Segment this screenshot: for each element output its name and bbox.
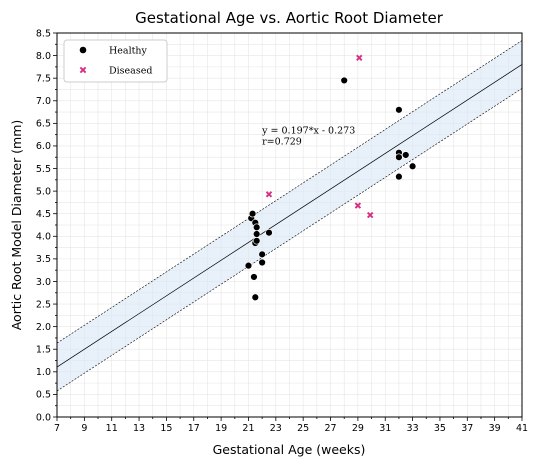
x-tick-label: 41 bbox=[516, 423, 528, 434]
y-tick-label: 4.5 bbox=[36, 209, 51, 220]
healthy-point bbox=[252, 223, 261, 231]
grid-lines bbox=[56, 32, 523, 418]
annotation-equation: y = 0.197*x - 0.273 bbox=[261, 125, 355, 136]
x-tick-label: 23 bbox=[270, 423, 282, 434]
y-tick-label: 0.0 bbox=[36, 412, 51, 423]
healthy-point bbox=[265, 228, 273, 237]
y-axis-ticks: 0.0 0.5 1.0 1.5 2.0 2.5 3.0 3.5 4.0 4.5 5.0 5.5 6.0 6… bbox=[36, 28, 57, 423]
healthy-point bbox=[250, 273, 258, 281]
legend-label-diseased: Diseased bbox=[109, 66, 152, 77]
y-tick-label: 0.5 bbox=[36, 390, 51, 401]
regression-line bbox=[56, 64, 523, 368]
x-tick-label: 17 bbox=[188, 423, 200, 434]
y-tick-label: 3.5 bbox=[36, 254, 51, 265]
legend-marker-diseased bbox=[79, 66, 87, 74]
x-tick-label: 29 bbox=[352, 423, 364, 434]
chart-title: Gestational Age vs. Aortic Root Diameter bbox=[135, 9, 444, 27]
x-tick-label: 9 bbox=[81, 423, 87, 434]
data-points bbox=[244, 54, 417, 301]
y-tick-label: 8.5 bbox=[36, 28, 51, 39]
annotation-r-value: r=0.729 bbox=[262, 136, 302, 147]
healthy-point bbox=[395, 106, 403, 114]
healthy-point bbox=[395, 153, 403, 161]
x-tick-label: 13 bbox=[133, 423, 145, 434]
legend-box bbox=[63, 39, 168, 83]
healthy-point bbox=[252, 237, 261, 245]
legend: Healthy Diseased bbox=[63, 39, 168, 83]
healthy-point bbox=[395, 172, 403, 181]
y-tick-label: 6.0 bbox=[36, 141, 51, 152]
y-tick-label: 2.0 bbox=[36, 322, 51, 333]
x-tick-label: 19 bbox=[215, 423, 227, 434]
healthy-point bbox=[252, 230, 261, 238]
x-tick-label: 39 bbox=[489, 423, 501, 434]
diseased-point bbox=[356, 54, 363, 62]
y-tick-label: 4.0 bbox=[36, 232, 51, 243]
x-tick-label: 7 bbox=[54, 423, 60, 434]
regression-annotation: y = 0.197*x - 0.273 r=0.729 bbox=[261, 125, 355, 147]
y-tick-label: 7.5 bbox=[36, 73, 51, 84]
diseased-point bbox=[354, 202, 362, 209]
y-tick-label: 1.5 bbox=[36, 345, 51, 356]
band-lower-line bbox=[56, 88, 523, 392]
diseased-point bbox=[367, 211, 374, 219]
x-axis-label: Gestational Age (weeks) bbox=[213, 442, 366, 457]
healthy-point bbox=[340, 76, 348, 85]
diseased-point bbox=[265, 191, 273, 198]
y-tick-label: 1.0 bbox=[36, 367, 51, 378]
y-tick-label: 5.5 bbox=[36, 164, 51, 175]
healthy-point bbox=[248, 210, 257, 218]
y-tick-label: 3.0 bbox=[36, 277, 51, 288]
y-tick-label: 7.0 bbox=[36, 96, 51, 107]
x-tick-label: 35 bbox=[434, 423, 446, 434]
healthy-point bbox=[408, 162, 417, 170]
healthy-point bbox=[402, 151, 410, 159]
x-tick-label: 37 bbox=[461, 423, 473, 434]
x-tick-label: 31 bbox=[379, 423, 391, 434]
healthy-point bbox=[258, 258, 266, 267]
y-tick-label: 2.5 bbox=[36, 299, 51, 310]
healthy-point bbox=[258, 250, 266, 259]
band-upper-line bbox=[56, 40, 523, 344]
x-tick-label: 25 bbox=[297, 423, 309, 434]
x-tick-label: 11 bbox=[106, 423, 118, 434]
y-tick-label: 8.0 bbox=[36, 51, 51, 62]
healthy-point bbox=[251, 293, 260, 301]
y-tick-label: 6.5 bbox=[36, 119, 51, 130]
healthy-point bbox=[244, 261, 253, 270]
x-tick-label: 27 bbox=[324, 423, 336, 434]
y-tick-label: 5.0 bbox=[36, 186, 51, 197]
legend-label-healthy: Healthy bbox=[109, 46, 148, 57]
x-tick-label: 33 bbox=[407, 423, 419, 434]
x-tick-label: 15 bbox=[160, 423, 172, 434]
x-tick-label: 21 bbox=[242, 423, 254, 434]
legend-marker-healthy bbox=[79, 46, 87, 54]
x-axis-ticks: 7 9 11 13 15 17 19 21 23 25 27 29 31 33 35 37 39 41 bbox=[54, 417, 528, 434]
y-axis-label: Aortic Root Model Diameter (mm) bbox=[9, 120, 24, 331]
fit-line bbox=[56, 64, 523, 368]
